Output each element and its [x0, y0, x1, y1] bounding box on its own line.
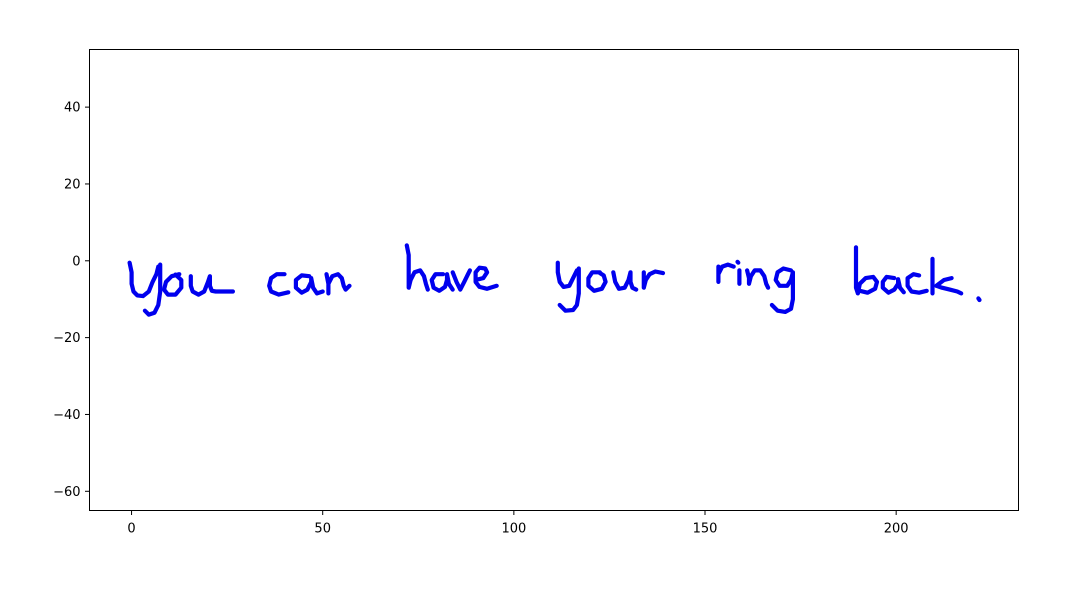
- handwriting-stroke-21: [769, 266, 796, 314]
- handwriting-stroke-15: [611, 270, 639, 292]
- handwriting-stroke-4: [188, 274, 235, 297]
- y-tick-label: 0: [72, 254, 80, 269]
- y-tick-label: 20: [64, 177, 81, 192]
- handwriting-stroke-6: [293, 273, 325, 296]
- handwriting-stroke-13: [557, 266, 581, 313]
- handwriting-strokes: [127, 243, 982, 317]
- handwriting-stroke-2: [142, 262, 163, 317]
- x-tick-label: 100: [501, 522, 526, 537]
- handwriting-stroke-9: [429, 272, 455, 293]
- handwriting-stroke-7: [324, 272, 352, 296]
- y-tick-label: −60: [53, 485, 80, 500]
- y-tick-label: 40: [64, 101, 81, 116]
- x-tick-label: 50: [314, 522, 331, 537]
- x-tick-label: 0: [127, 522, 135, 537]
- handwriting-stroke-5: [267, 272, 291, 297]
- x-axis: 0 50 100 150 200: [127, 510, 909, 537]
- handwriting-stroke-26: [934, 276, 964, 296]
- handwriting-stroke-12: [555, 260, 580, 289]
- handwriting-stroke-24: [905, 272, 929, 295]
- y-tick-label: −40: [53, 408, 80, 423]
- plot-area-frame: [89, 49, 1019, 511]
- handwriting-stroke-27: [976, 296, 982, 303]
- handwriting-stroke-22: [853, 245, 880, 296]
- x-tick-label: 200: [884, 522, 909, 537]
- handwriting-stroke-8: [404, 243, 430, 292]
- handwriting-stroke-10: [450, 268, 472, 292]
- handwriting-stroke-14: [586, 270, 608, 293]
- handwriting-stroke-16: [641, 269, 666, 290]
- handwriting-stroke-17: [716, 262, 736, 284]
- handwriting-stroke-3: [161, 272, 184, 297]
- handwriting-stroke-23: [880, 274, 906, 295]
- x-tick-label: 150: [693, 522, 718, 537]
- y-axis: 40 20 0 −20 −40 −60: [53, 101, 90, 500]
- handwriting-stroke-20: [744, 268, 771, 290]
- handwriting-stroke-1: [127, 260, 161, 299]
- handwriting-stroke-19: [735, 259, 741, 265]
- y-tick-label: −20: [53, 331, 80, 346]
- handwriting-stroke-11: [473, 265, 499, 291]
